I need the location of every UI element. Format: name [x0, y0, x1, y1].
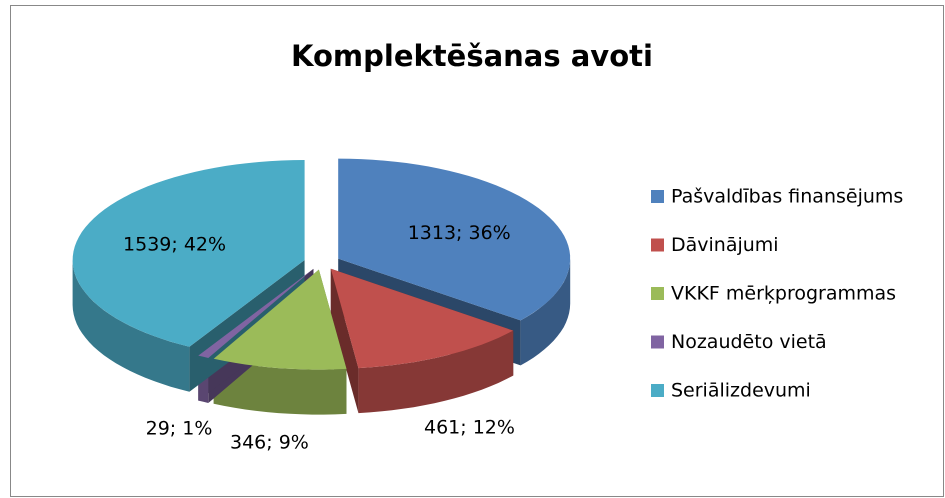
slice [338, 158, 571, 321]
slice-side [358, 330, 514, 414]
slice-side [330, 268, 359, 414]
legend-label: Nozaudēto vietā [671, 331, 827, 353]
data-label: 461; 12% [424, 417, 515, 439]
legend-swatch [651, 287, 664, 300]
pie-tops [72, 158, 571, 370]
legend-label: Dāvinājumi [671, 234, 779, 256]
slice-side [520, 258, 571, 366]
slice [330, 268, 514, 369]
data-label: 1313; 36% [408, 222, 511, 244]
legend-swatch [651, 238, 664, 252]
slice-side [213, 358, 347, 415]
slice-side [72, 260, 190, 392]
legend-label: Seriālizdevumi [671, 380, 811, 402]
legend-swatch [651, 335, 664, 349]
chart-title: Komplektēšanas avoti [291, 39, 653, 73]
slice [72, 160, 305, 347]
legend: Pašvaldības finansējums Dāvinājumi VKKF mē… [651, 186, 903, 402]
data-label: 346; 9% [230, 431, 309, 453]
data-label: 1539; 42% [123, 234, 226, 256]
legend-label: Pašvaldības finansējums [671, 186, 903, 208]
slice [198, 268, 314, 358]
legend-swatch [651, 384, 664, 397]
legend-swatch [651, 190, 664, 203]
legend-label: VKKF mērķprogrammas [671, 283, 896, 305]
data-labels: 1313; 36% 461; 12% 346; 9% 29; 1% 1539; 42% [123, 222, 515, 454]
data-label: 29; 1% [146, 418, 213, 440]
slice [213, 269, 347, 370]
